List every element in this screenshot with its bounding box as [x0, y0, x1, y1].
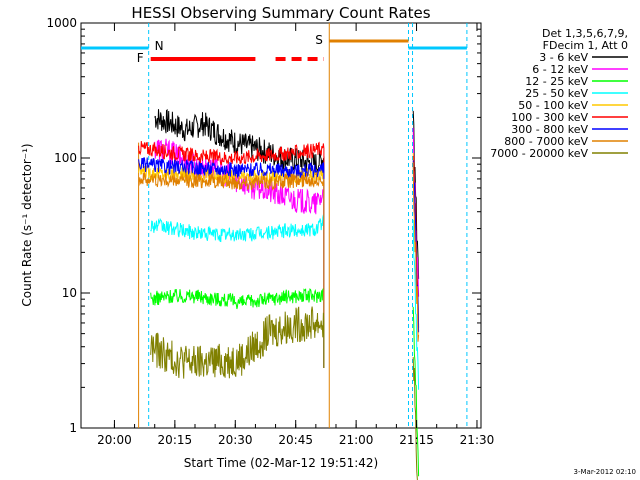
- series-line-8: [150, 306, 325, 379]
- y-tick-label-3: 1000: [46, 16, 77, 30]
- x-tick-label-5: 21:15: [399, 433, 434, 447]
- series-burst-0: [412, 110, 420, 279]
- series-burst-2: [412, 306, 420, 477]
- x-tick-label-6: 21:30: [460, 433, 495, 447]
- series-burst-7: [412, 162, 420, 342]
- series-line-3: [150, 214, 325, 368]
- plot-timestamp: 3-Mar-2012 02:10: [574, 468, 636, 476]
- series-line-7: [138, 171, 325, 368]
- legend-label-7: 800 - 7000 keV: [504, 135, 588, 148]
- legend-header-0: Det 1,3,5,6,7,9,: [542, 27, 628, 40]
- series-burst-3: [412, 219, 420, 390]
- fast-rate-label: F: [137, 51, 144, 65]
- x-tick-label-1: 20:15: [158, 433, 193, 447]
- legend-label-5: 100 - 300 keV: [511, 111, 588, 124]
- series-line-2: [150, 287, 325, 368]
- saa-label: S: [315, 33, 323, 47]
- x-tick-label-0: 20:00: [97, 433, 132, 447]
- series-layer: [138, 108, 420, 480]
- series-burst-8: [412, 357, 418, 480]
- x-tick-label-4: 21:00: [339, 433, 374, 447]
- legend-label-1: 6 - 12 keV: [532, 63, 588, 76]
- legend-label-3: 25 - 50 keV: [525, 87, 588, 100]
- axes: 20:00 20:15 20:30 20:45 21:00 21:15 21:30 1 10 10…: [46, 16, 494, 447]
- x-tick-label-3: 20:45: [278, 433, 313, 447]
- chart-title: HESSI Observing Summary Count Rates: [131, 4, 430, 22]
- y-tick-label-1: 10: [62, 286, 77, 300]
- night-label: N: [155, 39, 164, 53]
- legend-header-1: FDecim 1, Att 0: [543, 39, 628, 52]
- series-line-0: [154, 108, 325, 368]
- y-tick-label-0: 1: [69, 421, 77, 435]
- series-line-5: [138, 140, 325, 368]
- legend-label-6: 300 - 800 keV: [511, 123, 588, 136]
- x-axis-label: Start Time (02-Mar-12 19:51:42): [184, 456, 378, 470]
- legend: Det 1,3,5,6,7,9,FDecim 1, Att 03 - 6 keV…: [490, 27, 628, 160]
- y-tick-label-2: 100: [54, 151, 77, 165]
- legend-label-8: 7000 - 20000 keV: [490, 147, 588, 160]
- legend-label-0: 3 - 6 keV: [539, 51, 588, 64]
- series-line-4: [138, 162, 325, 368]
- legend-label-4: 50 - 100 keV: [518, 99, 588, 112]
- observing-overlay: NF S: [81, 23, 468, 428]
- plot-frame: [80, 22, 482, 429]
- legend-label-2: 12 - 25 keV: [525, 75, 588, 88]
- y-axis-label: Count Rate (s⁻¹ detector⁻¹): [20, 143, 34, 306]
- x-tick-label-2: 20:30: [218, 433, 253, 447]
- series-line-6: [138, 157, 325, 368]
